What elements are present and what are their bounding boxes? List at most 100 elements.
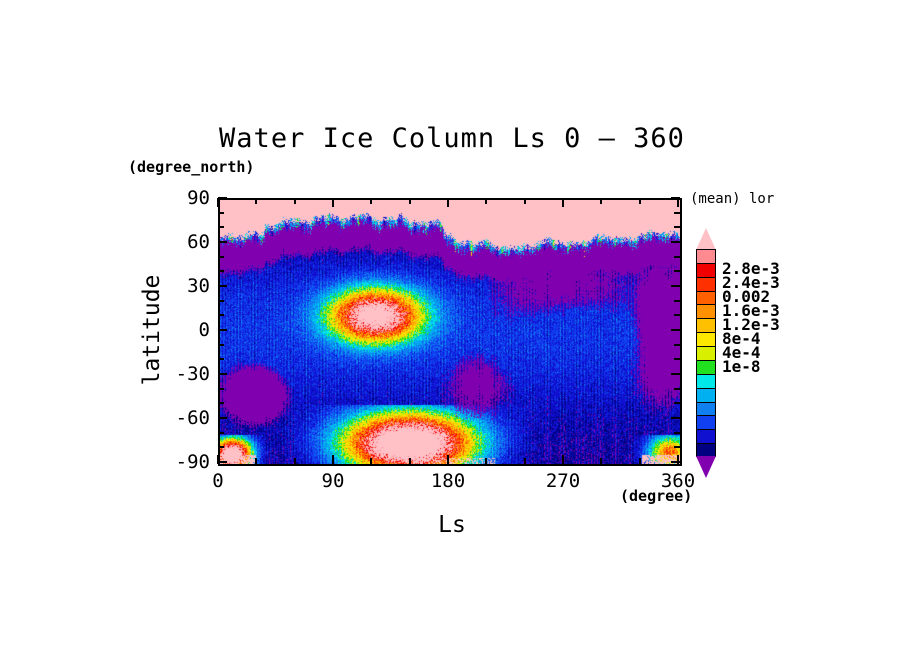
y-tick-major (218, 417, 227, 419)
x-tick-major-top (677, 198, 679, 207)
colorbar-band (697, 388, 715, 403)
colorbar-label: 1.2e-3 (722, 314, 780, 334)
y-tick-major-right (671, 329, 680, 331)
colorbar-band (697, 360, 715, 375)
y-tick-minor (218, 343, 224, 346)
y-tick-minor (218, 446, 224, 449)
x-tick-major (677, 455, 679, 464)
y-tick-minor (218, 211, 224, 214)
y-tick-minor-right (674, 402, 680, 405)
colorbar-band (697, 305, 715, 320)
x-tick-minor (638, 458, 641, 464)
colorbar-label: 2.4e-3 (722, 273, 780, 293)
x-tick-minor (255, 458, 258, 464)
colorbar-under-arrow (696, 456, 716, 478)
colorbar-band (697, 250, 715, 264)
colorbar-band (697, 374, 715, 389)
x-tick-major-top (217, 198, 219, 207)
colorbar-label: 1e-8 (722, 356, 761, 376)
y-tick-major (218, 241, 227, 243)
x-tick-label: 360 (660, 470, 696, 492)
x-tick-minor-top (638, 198, 641, 204)
x-tick-minor (485, 458, 488, 464)
colorbar-label: 2.8e-3 (722, 259, 780, 279)
y-tick-major-right (671, 285, 680, 287)
heatmap-plot-area (218, 198, 682, 466)
y-tick-minor-right (674, 387, 680, 390)
y-tick-minor (218, 402, 224, 405)
y-tick-minor-right (674, 255, 680, 258)
x-tick-minor-top (485, 198, 488, 204)
x-axis-unit-label: (degree) (620, 487, 693, 505)
colorbar (694, 228, 718, 478)
y-tick-minor (218, 226, 224, 229)
y-tick-major (218, 461, 227, 463)
x-tick-minor (600, 458, 603, 464)
y-tick-major (218, 329, 227, 331)
colorbar-label: 8e-4 (722, 328, 761, 348)
colorbar-band (697, 402, 715, 417)
colorbar-band (697, 319, 715, 334)
heatmap-field (220, 200, 680, 464)
y-tick-minor (218, 270, 224, 273)
y-tick-label: 0 (198, 319, 210, 341)
y-tick-minor-right (674, 431, 680, 434)
y-axis-unit-label: (degree_north) (128, 158, 255, 176)
x-tick-major-top (562, 198, 564, 207)
x-axis-title: Ls (438, 512, 466, 538)
y-tick-major-right (671, 373, 680, 375)
y-tick-label: 30 (187, 275, 210, 297)
x-tick-minor-top (523, 198, 526, 204)
y-tick-major-right (671, 417, 680, 419)
x-tick-major (332, 455, 334, 464)
x-tick-minor (370, 458, 373, 464)
colorbar-over-arrow (696, 228, 716, 250)
x-tick-minor-top (255, 198, 258, 204)
y-tick-minor (218, 314, 224, 317)
colorbar-band (697, 333, 715, 348)
x-tick-label: 0 (212, 470, 224, 492)
y-tick-label: -30 (175, 363, 210, 385)
x-tick-minor-top (370, 198, 373, 204)
y-tick-minor (218, 387, 224, 390)
y-tick-label: -90 (175, 451, 210, 473)
x-tick-label: 270 (545, 470, 581, 492)
x-tick-major-top (447, 198, 449, 207)
x-tick-minor (293, 458, 296, 464)
y-tick-major (218, 285, 227, 287)
y-tick-minor-right (674, 358, 680, 361)
y-tick-minor-right (674, 314, 680, 317)
x-tick-minor-top (600, 198, 603, 204)
x-tick-label: 90 (321, 470, 345, 492)
y-tick-minor-right (674, 446, 680, 449)
x-tick-major (562, 455, 564, 464)
x-tick-major-top (332, 198, 334, 207)
y-tick-major (218, 373, 227, 375)
colorbar-caption: (mean) lor (690, 191, 775, 207)
colorbar-label: 1.6e-3 (722, 301, 780, 321)
y-tick-label: 60 (187, 231, 210, 253)
y-tick-minor (218, 255, 224, 258)
x-tick-minor-top (293, 198, 296, 204)
colorbar-band (697, 416, 715, 431)
y-tick-major-right (671, 241, 680, 243)
colorbar-label: 4e-4 (722, 342, 761, 362)
colorbar-band (697, 430, 715, 445)
y-tick-major-right (671, 197, 680, 199)
page-title: Water Ice Column Ls 0 — 360 (219, 123, 685, 154)
y-tick-label: -60 (175, 407, 210, 429)
x-tick-label: 180 (430, 470, 466, 492)
y-tick-major-right (671, 461, 680, 463)
x-tick-minor-top (408, 198, 411, 204)
y-tick-minor (218, 299, 224, 302)
x-tick-minor (408, 458, 411, 464)
y-tick-minor-right (674, 226, 680, 229)
y-tick-minor (218, 431, 224, 434)
colorbar-band (697, 291, 715, 306)
x-tick-major (217, 455, 219, 464)
y-tick-minor-right (674, 211, 680, 214)
x-tick-minor (523, 458, 526, 464)
colorbar-bands (696, 249, 716, 458)
colorbar-label: 0.002 (722, 287, 771, 307)
